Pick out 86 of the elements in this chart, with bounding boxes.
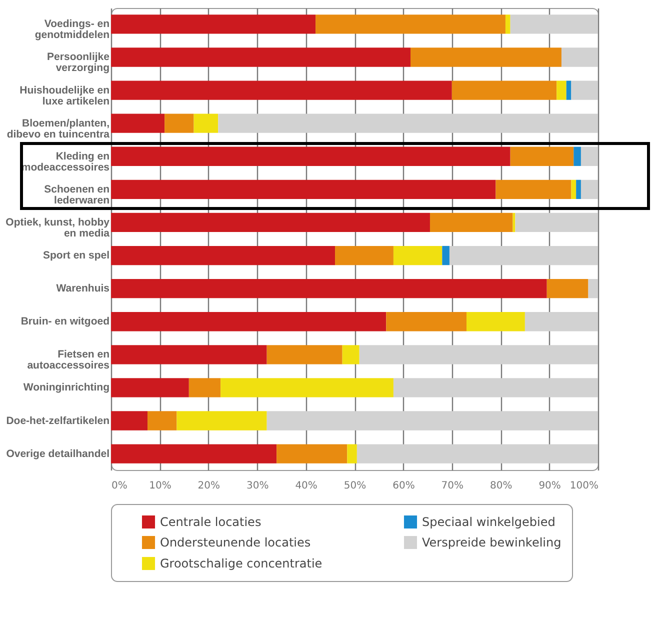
y-tick-label: Overige detailhandel <box>6 448 110 460</box>
bar <box>386 312 467 332</box>
bar <box>571 80 598 100</box>
bar <box>111 80 452 100</box>
bar <box>359 345 598 364</box>
x-tick-label: 50% <box>344 480 366 492</box>
bar <box>588 278 598 298</box>
bar <box>266 411 598 430</box>
bar <box>164 114 194 133</box>
bar <box>111 278 547 298</box>
bar <box>546 278 588 298</box>
legend-label: Grootschalige concentratie <box>160 556 322 570</box>
y-tick-label: Doe-het-zelfartikelen <box>6 414 110 427</box>
bar <box>466 312 525 332</box>
bar <box>442 246 450 266</box>
bar <box>449 246 598 266</box>
bar <box>188 378 221 398</box>
bar <box>276 444 348 464</box>
y-tick-label: Woninginrichting <box>23 382 110 394</box>
y-tick-label: Voedings- en genotmiddelen <box>34 18 110 42</box>
bar <box>111 180 496 200</box>
bar <box>566 80 572 100</box>
x-tick-label: 100% <box>570 480 598 492</box>
y-tick-label: Warenhuis <box>56 282 110 295</box>
bar <box>571 180 576 200</box>
legend-label: Verspreide bewinkeling <box>422 536 562 550</box>
x-tick-label: 60% <box>392 480 415 492</box>
bar <box>111 114 165 133</box>
bar <box>111 411 148 430</box>
bar <box>524 312 598 332</box>
x-tick-label: 20% <box>198 480 220 492</box>
bar <box>111 14 316 34</box>
bar <box>561 48 598 67</box>
bar <box>148 411 177 430</box>
bar <box>574 146 581 166</box>
bar <box>342 345 360 364</box>
bar <box>580 180 598 200</box>
bar <box>194 114 218 133</box>
bar <box>111 345 267 364</box>
bar <box>220 378 394 398</box>
bar <box>111 378 189 398</box>
bar <box>218 114 598 133</box>
bar <box>347 444 357 464</box>
bar <box>111 312 386 332</box>
bar <box>510 14 598 34</box>
legend-label: Speciaal winkelgebied <box>422 514 556 529</box>
bar <box>266 345 342 364</box>
x-tick-label: 40% <box>295 480 318 492</box>
y-tick-label: Schoenen en lederwaren <box>44 183 110 206</box>
bar <box>510 146 574 166</box>
y-tick-label: Bruin- en witgoed <box>20 316 110 328</box>
bar <box>176 411 267 430</box>
bar <box>111 444 277 464</box>
bar <box>111 212 430 232</box>
bar <box>410 48 562 67</box>
bar <box>515 212 598 232</box>
y-tick-label: Huishoudelijke en luxe artikelen <box>20 84 110 108</box>
bar <box>316 14 506 34</box>
bar <box>356 444 598 464</box>
x-tick-label: 30% <box>246 480 269 492</box>
y-tick-label: Optiek, kunst, hobby en media <box>6 216 110 240</box>
x-tick-label: 90% <box>538 480 561 492</box>
bar <box>556 80 566 100</box>
x-tick-label: 80% <box>490 480 512 492</box>
bar <box>505 14 510 34</box>
y-tick-label: Kleding en modeaccessoires <box>21 150 110 174</box>
y-tick-label: Bloemen/planten, dibevo en tuincentra <box>6 117 110 140</box>
bar <box>452 80 557 100</box>
x-tick-label: 70% <box>441 480 464 492</box>
bar <box>111 146 510 166</box>
bar <box>111 246 336 266</box>
bar <box>335 246 394 266</box>
bar <box>496 180 572 200</box>
legend-label: Ondersteunende locaties <box>160 536 311 550</box>
bar <box>393 378 598 398</box>
legend-label: Centrale locaties <box>160 514 262 529</box>
y-tick-label: Fietsen en autoaccessoires <box>27 348 110 372</box>
x-tick-label: 0% <box>112 480 128 492</box>
y-tick-label: Sport en spel <box>42 250 110 262</box>
bar <box>393 246 442 266</box>
bar <box>580 146 598 166</box>
bar <box>576 180 581 200</box>
x-tick-label: 10% <box>149 480 172 492</box>
bar <box>111 48 411 67</box>
y-tick-label: Persoonlijke verzorging <box>47 51 110 74</box>
bar <box>430 212 513 232</box>
